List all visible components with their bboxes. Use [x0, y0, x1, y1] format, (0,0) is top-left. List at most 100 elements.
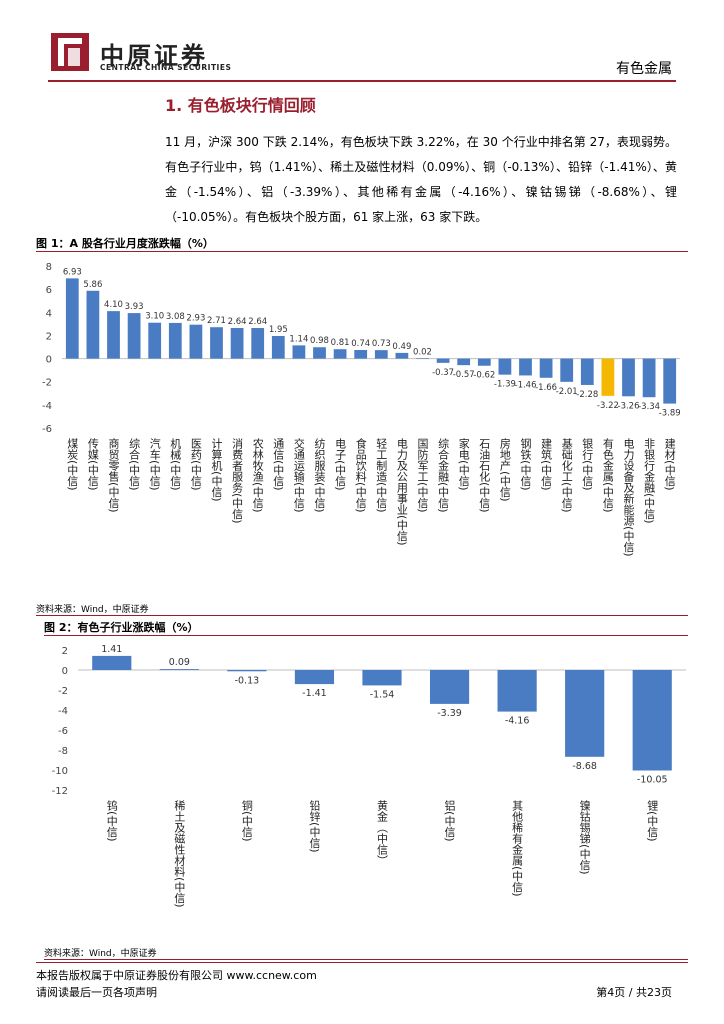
category-label: 医药(中信)	[189, 438, 202, 491]
y-tick-label: 4	[46, 308, 52, 319]
category-label: 传媒(中信)	[86, 438, 99, 491]
bar	[333, 349, 347, 359]
data-label: -1.41	[302, 688, 327, 699]
data-label: -2.28	[576, 390, 598, 400]
data-label: 3.08	[166, 312, 185, 322]
section-title: 1. 有色板块行情回顾	[165, 96, 316, 115]
category-label: 锂(中信)	[646, 799, 659, 842]
bar	[539, 358, 553, 378]
category-label: 有色金属(中信)	[601, 437, 614, 513]
bar	[642, 358, 656, 398]
y-tick-label: -12	[52, 786, 68, 797]
bar	[86, 290, 100, 359]
category-label: 其他稀有金属(中信)	[511, 800, 524, 897]
bar	[632, 670, 672, 771]
data-label: -10.05	[637, 775, 668, 786]
data-label: -3.89	[659, 409, 681, 419]
bar	[519, 358, 532, 376]
data-label: 1.95	[269, 325, 288, 335]
data-label: 2.93	[186, 314, 205, 324]
category-label: 建筑(中信)	[540, 437, 553, 491]
bar	[498, 358, 512, 375]
data-label: 3.10	[145, 312, 164, 322]
category-label: 机械(中信)	[169, 437, 182, 491]
data-label: 0.98	[310, 336, 329, 346]
bar	[189, 324, 203, 359]
data-label: 0.81	[331, 338, 350, 348]
category-label: 黄金（中信）	[376, 799, 389, 866]
bar	[601, 358, 615, 396]
data-label: 1.14	[289, 334, 308, 344]
data-label: 2.71	[207, 316, 226, 326]
data-label: -8.68	[572, 761, 597, 772]
logo-text-cn: 中原证券	[100, 42, 208, 70]
report-category: 有色金属	[616, 61, 672, 77]
bar	[292, 345, 306, 359]
y-tick-label: 6	[46, 285, 52, 296]
bar	[362, 670, 402, 686]
y-tick-label: -4	[58, 706, 68, 717]
bar	[127, 313, 141, 359]
bar	[457, 358, 471, 366]
data-label: 5.86	[83, 280, 102, 290]
category-label: 食品饮料(中信)	[354, 437, 367, 513]
category-label: 建材(中信)	[663, 437, 676, 491]
data-label: 4.10	[104, 300, 123, 310]
figure2-title: 图 2：有色子行业涨跌幅（%）	[44, 621, 199, 634]
industry-monthly-change-chart: 8 6 4 2 0 -2 -4 -6 6.93 煤炭(中信) 5.86 传媒(中信) 4.10 商贸零售(…	[42, 262, 681, 557]
category-label: 铝(中信)	[443, 799, 456, 842]
category-label: 银行(中信)	[581, 437, 594, 491]
data-label: -0.37	[432, 368, 454, 378]
data-label: -3.22	[597, 401, 619, 411]
y-tick-label: -2	[42, 378, 52, 389]
figure1-title: 图 1：A 股各行业月度涨跌幅（%）	[36, 237, 214, 250]
y-tick-label: -6	[58, 726, 68, 737]
category-label: 通信(中信)	[272, 438, 285, 491]
data-label: 0.09	[169, 657, 190, 668]
data-label: -1.39	[494, 380, 516, 390]
y-tick-label: 8	[46, 262, 52, 273]
bar	[148, 322, 162, 359]
category-label: 消费者服务(中信)	[231, 437, 244, 524]
header-divider	[48, 80, 676, 82]
y-tick-label: -4	[42, 401, 52, 412]
category-label: 钨(中信)	[105, 800, 118, 842]
bar	[168, 322, 182, 359]
bar	[227, 670, 267, 672]
bar	[159, 669, 199, 670]
category-label: 纺织服装(中信)	[313, 437, 326, 513]
data-label: 3.93	[125, 302, 144, 312]
bar	[395, 352, 409, 359]
logo-text-en: CENTRAL CHINA SECURITIES	[100, 63, 232, 72]
page-number: 第4页 / 共23页	[596, 986, 672, 999]
category-label: 综合金融(中信)	[437, 437, 450, 513]
category-label: 镍钴锡锑(中信)	[578, 799, 591, 875]
category-label: 电子(中信)	[334, 438, 347, 491]
data-label: -1.46	[515, 380, 537, 390]
data-label: 2.64	[248, 317, 267, 327]
data-label: 2.64	[228, 317, 247, 327]
bar	[374, 350, 388, 359]
category-label: 铅锌(中信)	[308, 799, 321, 853]
category-label: 汽车(中信)	[148, 437, 161, 491]
bar	[477, 358, 491, 366]
bar	[294, 670, 335, 685]
category-label: 煤炭(中信)	[66, 438, 79, 491]
data-label: -3.34	[638, 402, 660, 412]
y-tick-label: -8	[58, 746, 68, 757]
bar	[313, 347, 326, 359]
category-label: 国防军工(中信)	[416, 438, 429, 513]
nonferrous-subsector-change-chart: 2 0 -2 -4 -6 -8 -10 -12 1.41 钨(中信) 0.09 稀土及磁性材料(中信)…	[52, 644, 686, 908]
data-label: 6.93	[63, 267, 82, 277]
footer-copyright: 本报告版权属于中原证券股份有限公司 www.ccnew.com	[36, 969, 317, 982]
bar	[663, 358, 677, 404]
category-label: 铜(中信)	[240, 799, 253, 842]
category-label: 非银行金融(中信)	[643, 438, 656, 524]
category-label: 石油石化(中信)	[478, 438, 491, 513]
figure1-source: 资料来源：Wind，中原证券	[36, 605, 149, 615]
category-label: 电力设备及新能源(中信)	[622, 438, 635, 557]
data-label: -0.57	[453, 370, 475, 380]
category-label: 家电(中信)	[457, 437, 470, 491]
bar	[436, 358, 450, 363]
y-tick-label: 2	[62, 646, 68, 657]
